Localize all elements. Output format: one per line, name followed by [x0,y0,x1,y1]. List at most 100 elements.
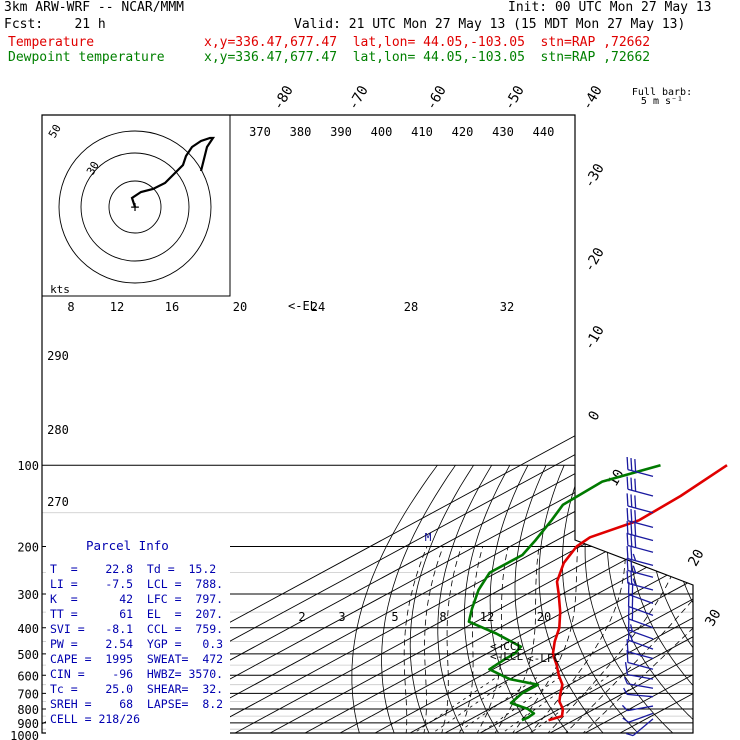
dry-adiabat-line [606,465,693,733]
lfc-annotation: <-LFC [527,652,560,665]
wind-barb [626,476,654,497]
parcel-row-svi: SVI = -8.1 CCL = 759. [50,622,224,636]
mixing-ratio-line [410,674,500,733]
isotherm-line [199,115,693,733]
dry-adiabat-line [561,465,641,733]
parcel-row-li: LI = -7.5 LCL = 788. [50,577,224,591]
parcel-row-cell: CELL = 218/26 [50,712,141,726]
hodograph-speed-label: 16 [165,300,179,314]
wind-barb [621,704,654,712]
hodograph-ring [80,152,190,262]
wind-barb [626,532,654,553]
theta-label: 390 [330,125,352,139]
parcel-row-t: T = 22.8 Td = 15.2 [50,562,217,576]
hodograph-speed-label: 12 [110,300,124,314]
wind-legend-unit: 5 m s⁻¹ [641,96,683,107]
moist-adiabat-line [440,546,462,733]
isotherm-label: -70 [345,83,372,113]
parcel-row-cin: CIN = -96 HWBZ= 3570. [50,667,224,681]
dewpoint-legend-label: Dewpoint temperature [8,50,165,65]
dry-adiabat-line [409,464,474,733]
theta-side-label: 280 [47,423,69,437]
theta-side-label: 270 [47,495,69,509]
isotherm-line [444,115,693,733]
isotherm-label: -40 [579,83,606,113]
theta-label: 380 [290,125,312,139]
lcl-annotation: <-LCL [490,650,523,663]
dry-adiabat-line [668,465,693,733]
wind-barb [626,545,654,567]
wind-barb [627,627,654,650]
isotherm-line [479,115,693,733]
forecast-hour: Fcst: 21 h [4,17,106,32]
mixing-ratio-line [429,674,518,733]
wind-barb [626,557,654,578]
dewpoint-legend-location: x,y=336.47,677.47 lat,lon= 44.05,-103.05… [204,50,651,65]
wind-barb [626,456,654,478]
parcel-row-sreh: SREH = 68 LAPSE= 8.2 [50,697,224,711]
mixing-ratio-label: 5 [391,610,398,624]
parcel-row-tc: Tc = 25.0 SHEAR= 32. [50,682,224,696]
parcel-row-tt: TT = 61 EL = 207. [50,607,224,621]
theta-label: 420 [452,125,474,139]
dry-adiabat-line [351,464,438,733]
dry-adiabat-line [538,465,606,733]
isotherm-label: -80 [270,83,297,113]
dry-adiabat-line [381,464,456,733]
pressure-tick-label: 400 [17,622,39,636]
dry-adiabat-line [708,465,740,735]
hodograph-ring-label: 50 [46,122,64,140]
pressure-tick-label: 500 [17,648,39,662]
mixing-ratio-label: 20 [537,610,551,624]
dry-adiabat-line [437,464,493,733]
isotherm-line [339,115,693,733]
wind-barb [623,687,654,698]
parcel-info-panel: Parcel Info T = 22.8 Td = 15.2 LI = -7.5… [46,538,230,734]
hodograph-speed-label: 24 [311,300,325,314]
pressure-tick-label: 100 [17,459,39,473]
pressure-tick-label: 200 [17,540,39,554]
wind-barb [626,521,654,542]
init-time: Init: 00 UTC Mon 27 May 13 [508,0,712,15]
wind-barb [622,712,654,723]
pressure-tick-label: 800 [17,703,39,717]
dry-adiabat-line [464,465,511,733]
wind-barb [626,508,654,529]
el-annotation: <-EL [288,299,317,313]
isotherm-line [234,115,693,733]
isotherm-label: 0 [585,408,603,423]
hodograph-ring [108,180,162,234]
isotherm-label: 30 [702,607,724,630]
hodograph-speed-label: 20 [233,300,247,314]
dry-adiabat-line [648,465,693,733]
dry-adiabat-line [688,465,693,733]
moist-adiabat-line [563,546,693,733]
isotherm-line [619,115,693,733]
temperature-legend-label: Temperature [8,35,95,50]
hodograph-unit-label: kts [50,283,70,296]
isotherm-label: -20 [581,245,608,275]
hodograph-background [43,116,229,296]
moist-adiabat-line [545,546,683,733]
model-title: 3km ARW-WRF -- NCAR/MMM [4,0,185,15]
parcel-row-pw: PW = 2.54 YGP = 0.3 [50,637,224,651]
hodograph-speed-label: 28 [404,300,418,314]
theta-label: 440 [533,125,555,139]
hodograph-speed-label: 8 [67,300,74,314]
isotherm-label: -50 [501,83,528,113]
wind-barb [623,676,654,689]
hodograph-ring [58,130,212,284]
wind-barb [626,639,654,660]
isotherm-label: -30 [581,161,608,191]
pressure-tick-label: 900 [17,717,39,731]
theta-label: 430 [492,125,514,139]
isotherm-line [374,115,693,733]
moist-adiabat-line [580,546,693,733]
isotherm-line [549,115,693,733]
isotherm-label: -60 [423,83,450,113]
hodograph-frame [42,115,231,297]
hodograph-speed-label: 32 [500,300,514,314]
hodograph-ring-label: 30 [84,159,102,177]
theta-side-label: 290 [47,349,69,363]
wind-legend-title: Full barb: [632,87,692,98]
